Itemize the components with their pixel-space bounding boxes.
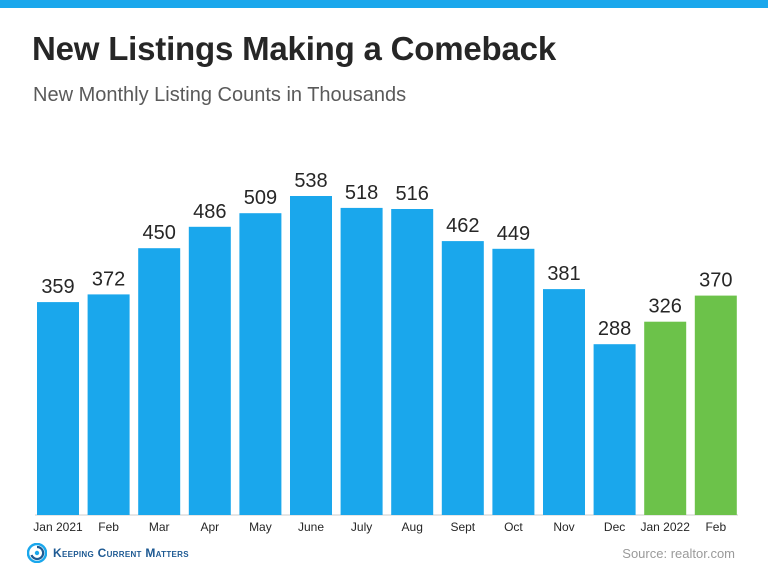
chart-title: New Listings Making a Comeback (32, 30, 556, 67)
bar-1 (37, 302, 79, 515)
x-tick-label-10: Oct (504, 520, 523, 534)
data-label-12: 288 (598, 318, 631, 340)
kcm-swirl-logo-icon (27, 543, 47, 563)
data-label-3: 450 (143, 222, 176, 244)
brand-name: Keeping Current Matters (53, 546, 189, 560)
bar-13 (644, 321, 687, 515)
x-tick-label-13: Jan 2022 (641, 520, 691, 534)
x-tick-label-11: Nov (553, 520, 574, 534)
data-label-13: 326 (649, 296, 682, 318)
data-label-5: 509 (244, 187, 277, 209)
x-tick-label-12: Dec (604, 520, 625, 534)
x-tick-label-7: July (351, 520, 372, 534)
bar-6 (290, 196, 332, 515)
data-label-7: 518 (345, 182, 378, 204)
data-label-9: 462 (446, 215, 479, 237)
bar-10 (492, 248, 535, 516)
x-tick-label-1: Jan 2021 (33, 520, 83, 534)
brand-logo: Keeping Current Matters (27, 541, 189, 565)
x-tick-label-3: Mar (149, 520, 170, 534)
x-tick-label-9: Sept (450, 520, 475, 534)
data-label-11: 381 (547, 263, 580, 285)
x-tick-label-2: Feb (98, 520, 119, 534)
data-label-4: 486 (193, 201, 226, 223)
data-label-8: 516 (396, 183, 429, 205)
data-label-10: 449 (497, 223, 530, 245)
top-accent-bar (0, 0, 768, 8)
data-label-6: 538 (294, 170, 327, 192)
bar-7 (340, 207, 383, 515)
bar-9 (441, 241, 484, 515)
x-tick-label-6: June (298, 520, 324, 534)
bar-3 (138, 248, 181, 515)
data-label-1: 359 (41, 276, 74, 298)
data-label-14: 370 (699, 270, 732, 292)
data-label-2: 372 (92, 268, 125, 290)
source-note: Source: realtor.com (622, 546, 735, 561)
chart-subtitle: New Monthly Listing Counts in Thousands (33, 84, 407, 106)
x-tick-label-5: May (249, 520, 272, 534)
bar-4 (188, 226, 231, 516)
bar-2 (87, 294, 130, 515)
x-tick-label-4: Apr (200, 520, 219, 534)
x-tick-label-8: Aug (402, 520, 423, 534)
bar-12 (593, 344, 636, 515)
x-tick-label-14: Feb (705, 520, 726, 534)
bar-11 (543, 289, 585, 515)
bar-14 (694, 295, 737, 515)
bar-8 (391, 209, 434, 515)
bar-5 (239, 213, 282, 515)
